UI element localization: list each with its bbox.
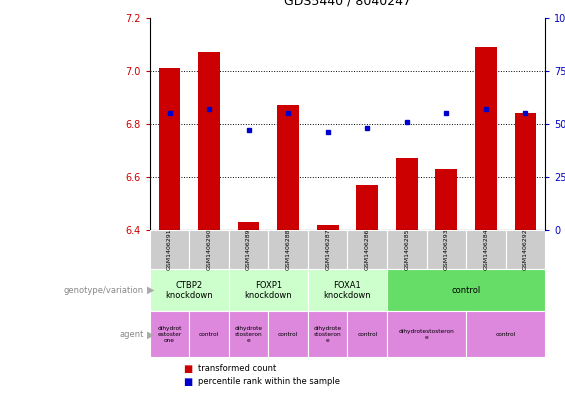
Bar [308,230,347,269]
Bar [277,105,299,230]
Bar [150,230,189,269]
Bar [229,311,268,357]
Bar [268,230,308,269]
Text: CTBP2
knockdown: CTBP2 knockdown [166,281,213,300]
Bar [357,185,378,230]
Text: GSM1406285: GSM1406285 [405,229,409,270]
Bar [150,311,189,357]
Bar [198,52,220,230]
Bar [427,230,466,269]
Text: GSM1406288: GSM1406288 [286,229,290,270]
Bar [466,311,545,357]
Bar [387,311,466,357]
Bar [317,225,338,230]
Bar [238,222,259,230]
Text: control: control [278,332,298,337]
Bar [150,269,229,311]
Text: FOXA1
knockdown: FOXA1 knockdown [324,281,371,300]
Text: dihydrote
stosteron
e: dihydrote stosteron e [234,326,263,343]
Bar [229,269,308,311]
Bar [229,230,268,269]
Bar [515,113,536,230]
Bar [347,230,387,269]
Bar [268,311,308,357]
Text: control: control [451,286,481,295]
Text: GDS5440 / 8040247: GDS5440 / 8040247 [284,0,411,8]
Bar [436,169,457,230]
Text: genotype/variation: genotype/variation [64,286,144,295]
Bar [189,230,229,269]
Text: GSM1406293: GSM1406293 [444,229,449,270]
Text: GSM1406290: GSM1406290 [207,229,211,270]
Text: control: control [199,332,219,337]
Bar [347,311,387,357]
Text: agent: agent [120,330,144,339]
Text: GSM1406291: GSM1406291 [167,229,172,270]
Text: GSM1406292: GSM1406292 [523,229,528,270]
Bar [308,311,347,357]
Text: control: control [357,332,377,337]
Text: ▶: ▶ [147,285,154,295]
Bar [396,158,418,230]
Text: FOXP1
knockdown: FOXP1 knockdown [245,281,292,300]
Text: ■: ■ [184,364,193,373]
Text: dihydrotestosteron
e: dihydrotestosteron e [399,329,454,340]
Text: GSM1406289: GSM1406289 [246,229,251,270]
Text: ■: ■ [184,376,193,387]
Bar [308,269,387,311]
Text: dihydrote
stosteron
e: dihydrote stosteron e [314,326,342,343]
Bar [506,230,545,269]
Bar [475,47,497,230]
Text: control: control [496,332,516,337]
Bar [387,230,427,269]
Bar [159,68,180,230]
Text: GSM1406287: GSM1406287 [325,229,330,270]
Bar [189,311,229,357]
Bar [466,230,506,269]
Text: ▶: ▶ [147,329,154,339]
Bar [387,269,545,311]
Text: GSM1406284: GSM1406284 [484,229,488,270]
Text: GSM1406286: GSM1406286 [365,229,370,270]
Text: transformed count: transformed count [198,364,276,373]
Text: dihydrot
estoster
one: dihydrot estoster one [157,326,182,343]
Text: percentile rank within the sample: percentile rank within the sample [198,377,340,386]
